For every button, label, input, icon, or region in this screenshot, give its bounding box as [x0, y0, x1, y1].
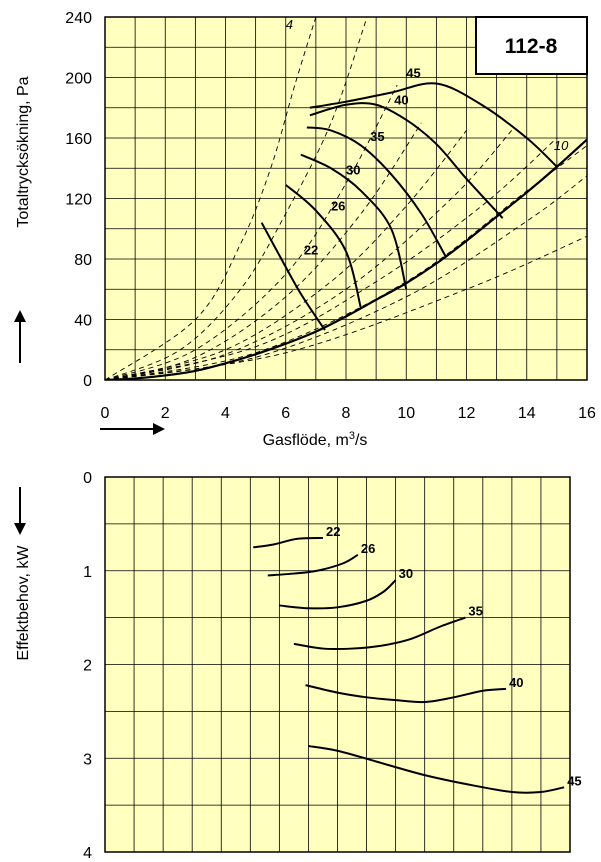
speed-label-45: 45 [406, 66, 420, 81]
power-curve-30 [279, 579, 397, 610]
flow-x-axis-label-main: Gasflöde, m [263, 432, 349, 449]
speed-curve-30 [300, 153, 408, 290]
y-tick-label: 120 [65, 192, 92, 209]
power-label-30: 30 [399, 566, 413, 581]
power-label-22: 22 [326, 524, 340, 539]
efficiency-line [105, 175, 587, 380]
power-y-axis-label: Effektbehov, kW [15, 545, 32, 661]
speed-curve-26 [285, 184, 363, 310]
power-curve-35 [293, 616, 466, 651]
speed-curve-45 [309, 82, 558, 168]
power-tick-label: 4 [83, 845, 92, 862]
power-curve-40 [305, 684, 507, 704]
y-tick-label: 0 [83, 373, 92, 390]
power-tick-label: 1 [83, 564, 92, 581]
efficiency-line [105, 235, 587, 380]
power-tick-label: 3 [83, 751, 92, 768]
speed-curve-40 [309, 102, 504, 219]
x-tick-label: 12 [458, 405, 476, 422]
power-label-40: 40 [509, 675, 523, 690]
speed-curve-22 [260, 222, 326, 331]
power-direction-arrow [14, 487, 26, 535]
system-curve [105, 138, 587, 380]
y-tick-label: 240 [65, 10, 92, 27]
speed-curves [105, 82, 587, 380]
y-tick-label: 80 [74, 252, 92, 269]
x-tick-label: 16 [578, 405, 596, 422]
speed-label-35: 35 [370, 129, 384, 144]
x-tick-label: 2 [161, 405, 170, 422]
efficiency-line [105, 130, 467, 380]
power-curves [253, 536, 565, 794]
model-badge: 112-8 [505, 35, 558, 58]
speed-label-26: 26 [331, 199, 345, 214]
power-tick-labels: 0 1 2 3 4 [83, 470, 92, 862]
power-label-35: 35 [468, 604, 482, 619]
efficiency-label-4: 4 [286, 17, 293, 32]
efficiency-label-10: 10 [554, 138, 569, 153]
pressure-grid [105, 17, 587, 380]
power-curve-26 [267, 553, 359, 577]
power-label-26: 26 [361, 541, 375, 556]
power-tick-label: 2 [83, 658, 92, 675]
power-grid [105, 477, 570, 852]
pressure-y-axis-label: Totaltrycksökning, Pa [15, 76, 32, 227]
y-tick-label: 200 [65, 71, 92, 88]
speed-curve-35 [306, 126, 447, 257]
y-tick-label: 40 [74, 313, 92, 330]
power-curve-45 [308, 745, 565, 794]
x-tick-label: 14 [518, 405, 536, 422]
x-tick-label: 6 [281, 405, 290, 422]
efficiency-line [105, 17, 368, 380]
power-curve-22 [253, 536, 324, 549]
y-direction-arrow [14, 310, 26, 363]
y-tick-label: 160 [65, 131, 92, 148]
model-badge-box [475, 16, 588, 75]
x-tick-label: 0 [101, 405, 110, 422]
speed-curve-labels: 45 40 35 30 26 22 4 10 [286, 17, 569, 257]
flow-x-axis-label-sup: 3 [349, 430, 355, 442]
power-tick-label: 0 [83, 470, 92, 487]
speed-label-22: 22 [304, 242, 318, 257]
flow-x-axis-label-suffix: /s [355, 432, 367, 449]
x-tick-label: 4 [221, 405, 230, 422]
power-chart: 22 26 30 35 40 45 0 1 2 3 4 Effektbehov, kW [14, 470, 582, 862]
flow-x-axis-label: Gasflöde, m3/s [263, 430, 368, 449]
power-curve-labels: 22 26 30 35 40 45 [326, 524, 582, 788]
power-label-45: 45 [567, 773, 581, 788]
x-tick-label: 8 [342, 405, 351, 422]
speed-label-30: 30 [346, 162, 360, 177]
efficiency-line [105, 137, 558, 380]
x-direction-arrow [100, 423, 165, 435]
x-tick-label: 10 [397, 405, 415, 422]
speed-label-40: 40 [394, 93, 408, 108]
